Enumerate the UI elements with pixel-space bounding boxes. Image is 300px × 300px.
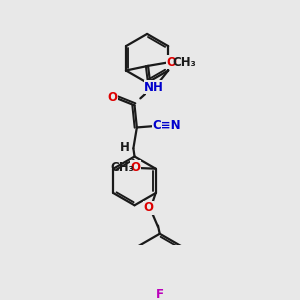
Text: O: O — [107, 91, 118, 104]
Text: O: O — [130, 161, 140, 174]
Text: F: F — [156, 288, 164, 300]
Text: O: O — [146, 82, 157, 95]
Text: NH: NH — [144, 81, 164, 94]
Text: O: O — [144, 201, 154, 214]
Text: H: H — [120, 141, 130, 154]
Text: O: O — [166, 56, 176, 69]
Text: C≡N: C≡N — [153, 119, 181, 132]
Text: CH₃: CH₃ — [110, 161, 134, 174]
Text: CH₃: CH₃ — [172, 56, 196, 69]
